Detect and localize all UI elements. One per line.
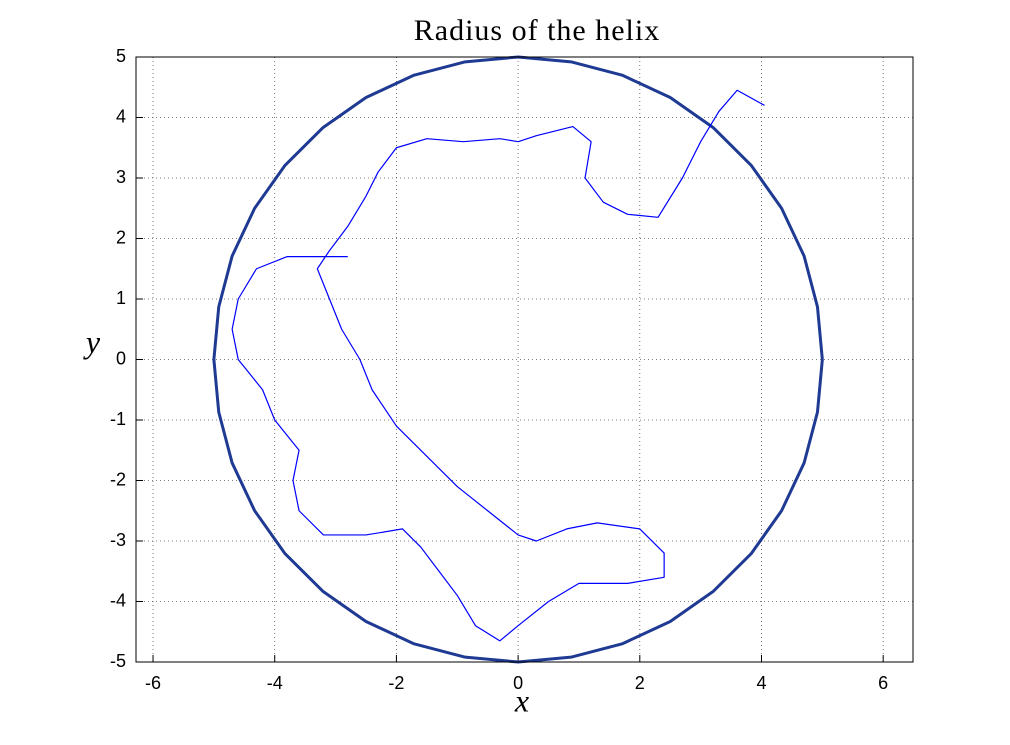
x-tick-label: 0 xyxy=(513,673,523,693)
grid: -6 -4 -2 0 2 4 6 -5 -4 -3 -2 -1 0 1 2 3 4 5 xyxy=(110,46,913,693)
x-tick-label: 4 xyxy=(756,673,766,693)
chart-title: Radius of the helix xyxy=(414,14,660,47)
x-tick-label: -2 xyxy=(388,673,404,693)
y-tick-label: 3 xyxy=(116,167,126,187)
y-axis-label: y xyxy=(83,323,101,359)
y-tick-label: -1 xyxy=(110,409,126,429)
y-tick-label: -4 xyxy=(110,590,126,610)
y-tick-label: 0 xyxy=(116,348,126,368)
y-tick-label: 1 xyxy=(116,288,126,308)
boundary-circle xyxy=(212,55,824,664)
trajectory xyxy=(231,89,765,642)
y-tick-label: 5 xyxy=(116,46,126,66)
plot-frame xyxy=(135,56,914,663)
y-tick-label: 2 xyxy=(116,227,126,247)
y-tick-label: -3 xyxy=(110,530,126,550)
x-tick-label: -4 xyxy=(267,673,283,693)
marks xyxy=(212,55,824,664)
y-tick-label: -2 xyxy=(110,469,126,489)
x-tick-label: -6 xyxy=(145,673,161,693)
x-tick-label: 6 xyxy=(878,673,888,693)
x-tick-label: 2 xyxy=(635,673,645,693)
y-tick-label: 4 xyxy=(116,106,126,126)
y-tick-label: -5 xyxy=(110,651,126,671)
x-axis-label: x xyxy=(514,682,529,718)
